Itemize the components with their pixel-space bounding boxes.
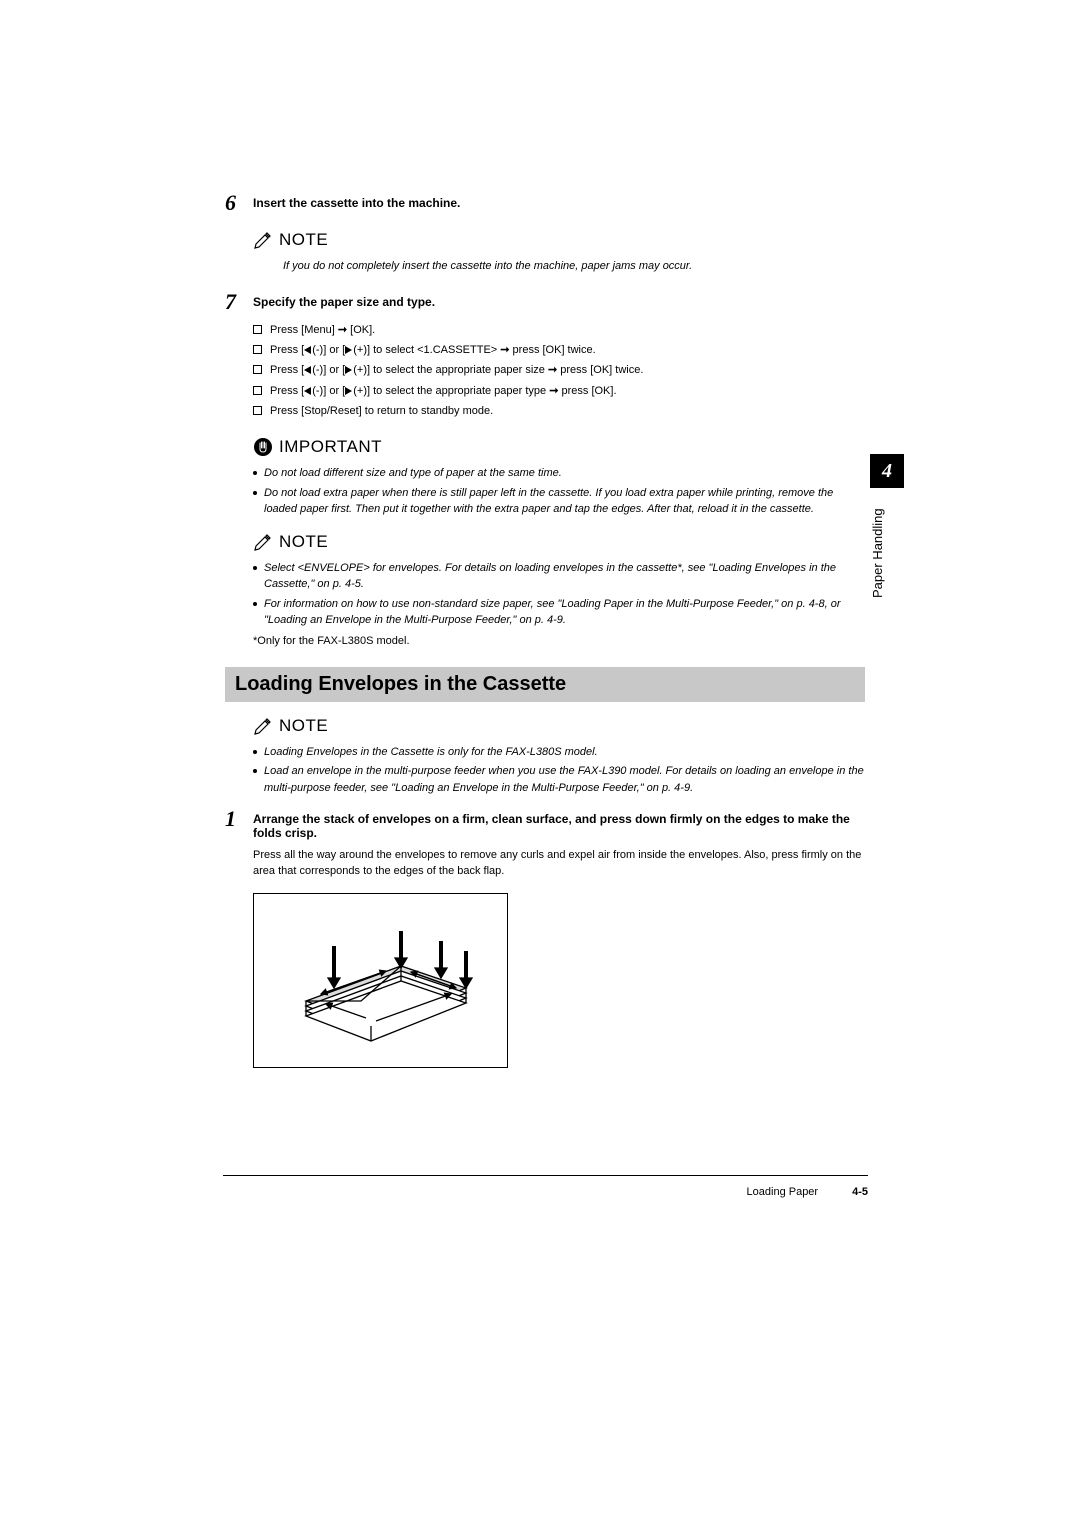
- pencil-icon: [253, 230, 273, 250]
- bullet-icon: [253, 566, 257, 570]
- chapter-number: 4: [870, 454, 904, 488]
- check-item: Press [Menu] ➞ [OK].: [253, 323, 865, 338]
- bullet-item: Loading Envelopes in the Cassette is onl…: [253, 744, 865, 761]
- check-text: Press [(-)] or [(+)] to select the appro…: [270, 384, 865, 399]
- check-item: Press [(-)] or [(+)] to select <1.CASSET…: [253, 343, 865, 358]
- check-text: Press [(-)] or [(+)] to select the appro…: [270, 363, 865, 378]
- bullet-icon: [253, 750, 257, 754]
- bullet-icon: [253, 602, 257, 606]
- note-callout: NOTE: [253, 230, 865, 250]
- bullet-text: Select <ENVELOPE> for envelopes. For det…: [264, 560, 865, 593]
- checklist: Press [Menu] ➞ [OK]. Press [(-)] or [(+)…: [253, 323, 865, 420]
- note-bullets: Loading Envelopes in the Cassette is onl…: [253, 744, 865, 797]
- bullet-item: Do not load extra paper when there is st…: [253, 485, 865, 518]
- step-text: Insert the cassette into the machine.: [253, 190, 865, 210]
- check-text: Press [Menu] ➞ [OK].: [270, 323, 865, 338]
- pencil-icon: [253, 716, 273, 736]
- step-number: 7: [225, 289, 253, 315]
- note-bullets: Select <ENVELOPE> for envelopes. For det…: [253, 560, 865, 629]
- envelope-illustration: [253, 893, 508, 1068]
- step-1: 1 Arrange the stack of envelopes on a fi…: [225, 806, 865, 840]
- check-text: Press [Stop/Reset] to return to standby …: [270, 404, 865, 419]
- bullet-text: Do not load extra paper when there is st…: [264, 485, 865, 518]
- page-footer: Loading Paper 4-5: [223, 1186, 868, 1198]
- bullet-item: Do not load different size and type of p…: [253, 465, 865, 482]
- step-number: 6: [225, 190, 253, 216]
- checkbox-icon: [253, 365, 262, 374]
- hand-stop-icon: [253, 437, 273, 457]
- checkbox-icon: [253, 406, 262, 415]
- step-text: Specify the paper size and type.: [253, 289, 865, 309]
- bullet-text: Loading Envelopes in the Cassette is onl…: [264, 744, 865, 761]
- bullet-text: For information on how to use non-standa…: [264, 596, 865, 629]
- note-title: NOTE: [279, 716, 328, 736]
- bullet-item: Select <ENVELOPE> for envelopes. For det…: [253, 560, 865, 593]
- bullet-icon: [253, 769, 257, 773]
- step-text: Arrange the stack of envelopes on a firm…: [253, 806, 865, 840]
- check-item: Press [(-)] or [(+)] to select the appro…: [253, 384, 865, 399]
- page-content: 6 Insert the cassette into the machine. …: [225, 190, 865, 1068]
- step-body: Press all the way around the envelopes t…: [253, 848, 865, 879]
- bullet-item: For information on how to use non-standa…: [253, 596, 865, 629]
- note-callout: NOTE: [253, 716, 865, 736]
- pencil-icon: [253, 532, 273, 552]
- step-number: 1: [225, 806, 253, 832]
- important-title: IMPORTANT: [279, 437, 382, 457]
- footer-rule: [223, 1175, 868, 1176]
- step-6: 6 Insert the cassette into the machine.: [225, 190, 865, 216]
- bullet-icon: [253, 471, 257, 475]
- checkbox-icon: [253, 386, 262, 395]
- important-callout: IMPORTANT: [253, 437, 865, 457]
- chapter-tab: 4 Paper Handling: [870, 454, 904, 612]
- section-header: Loading Envelopes in the Cassette: [225, 667, 865, 702]
- bullet-text: Do not load different size and type of p…: [264, 465, 865, 482]
- important-bullets: Do not load different size and type of p…: [253, 465, 865, 518]
- note-callout: NOTE: [253, 532, 865, 552]
- check-item: Press [Stop/Reset] to return to standby …: [253, 404, 865, 419]
- note-title: NOTE: [279, 532, 328, 552]
- chapter-label: Paper Handling: [870, 498, 885, 608]
- note-title: NOTE: [279, 230, 328, 250]
- check-item: Press [(-)] or [(+)] to select the appro…: [253, 363, 865, 378]
- step-7: 7 Specify the paper size and type.: [225, 289, 865, 315]
- checkbox-icon: [253, 325, 262, 334]
- note-body: If you do not completely insert the cass…: [283, 258, 865, 275]
- footer-page-number: 4-5: [852, 1186, 868, 1198]
- footer-section: Loading Paper: [747, 1186, 819, 1198]
- bullet-icon: [253, 491, 257, 495]
- check-text: Press [(-)] or [(+)] to select <1.CASSET…: [270, 343, 865, 358]
- bullet-text: Load an envelope in the multi-purpose fe…: [264, 763, 865, 796]
- bullet-item: Load an envelope in the multi-purpose fe…: [253, 763, 865, 796]
- footnote: *Only for the FAX-L380S model.: [253, 635, 865, 647]
- checkbox-icon: [253, 345, 262, 354]
